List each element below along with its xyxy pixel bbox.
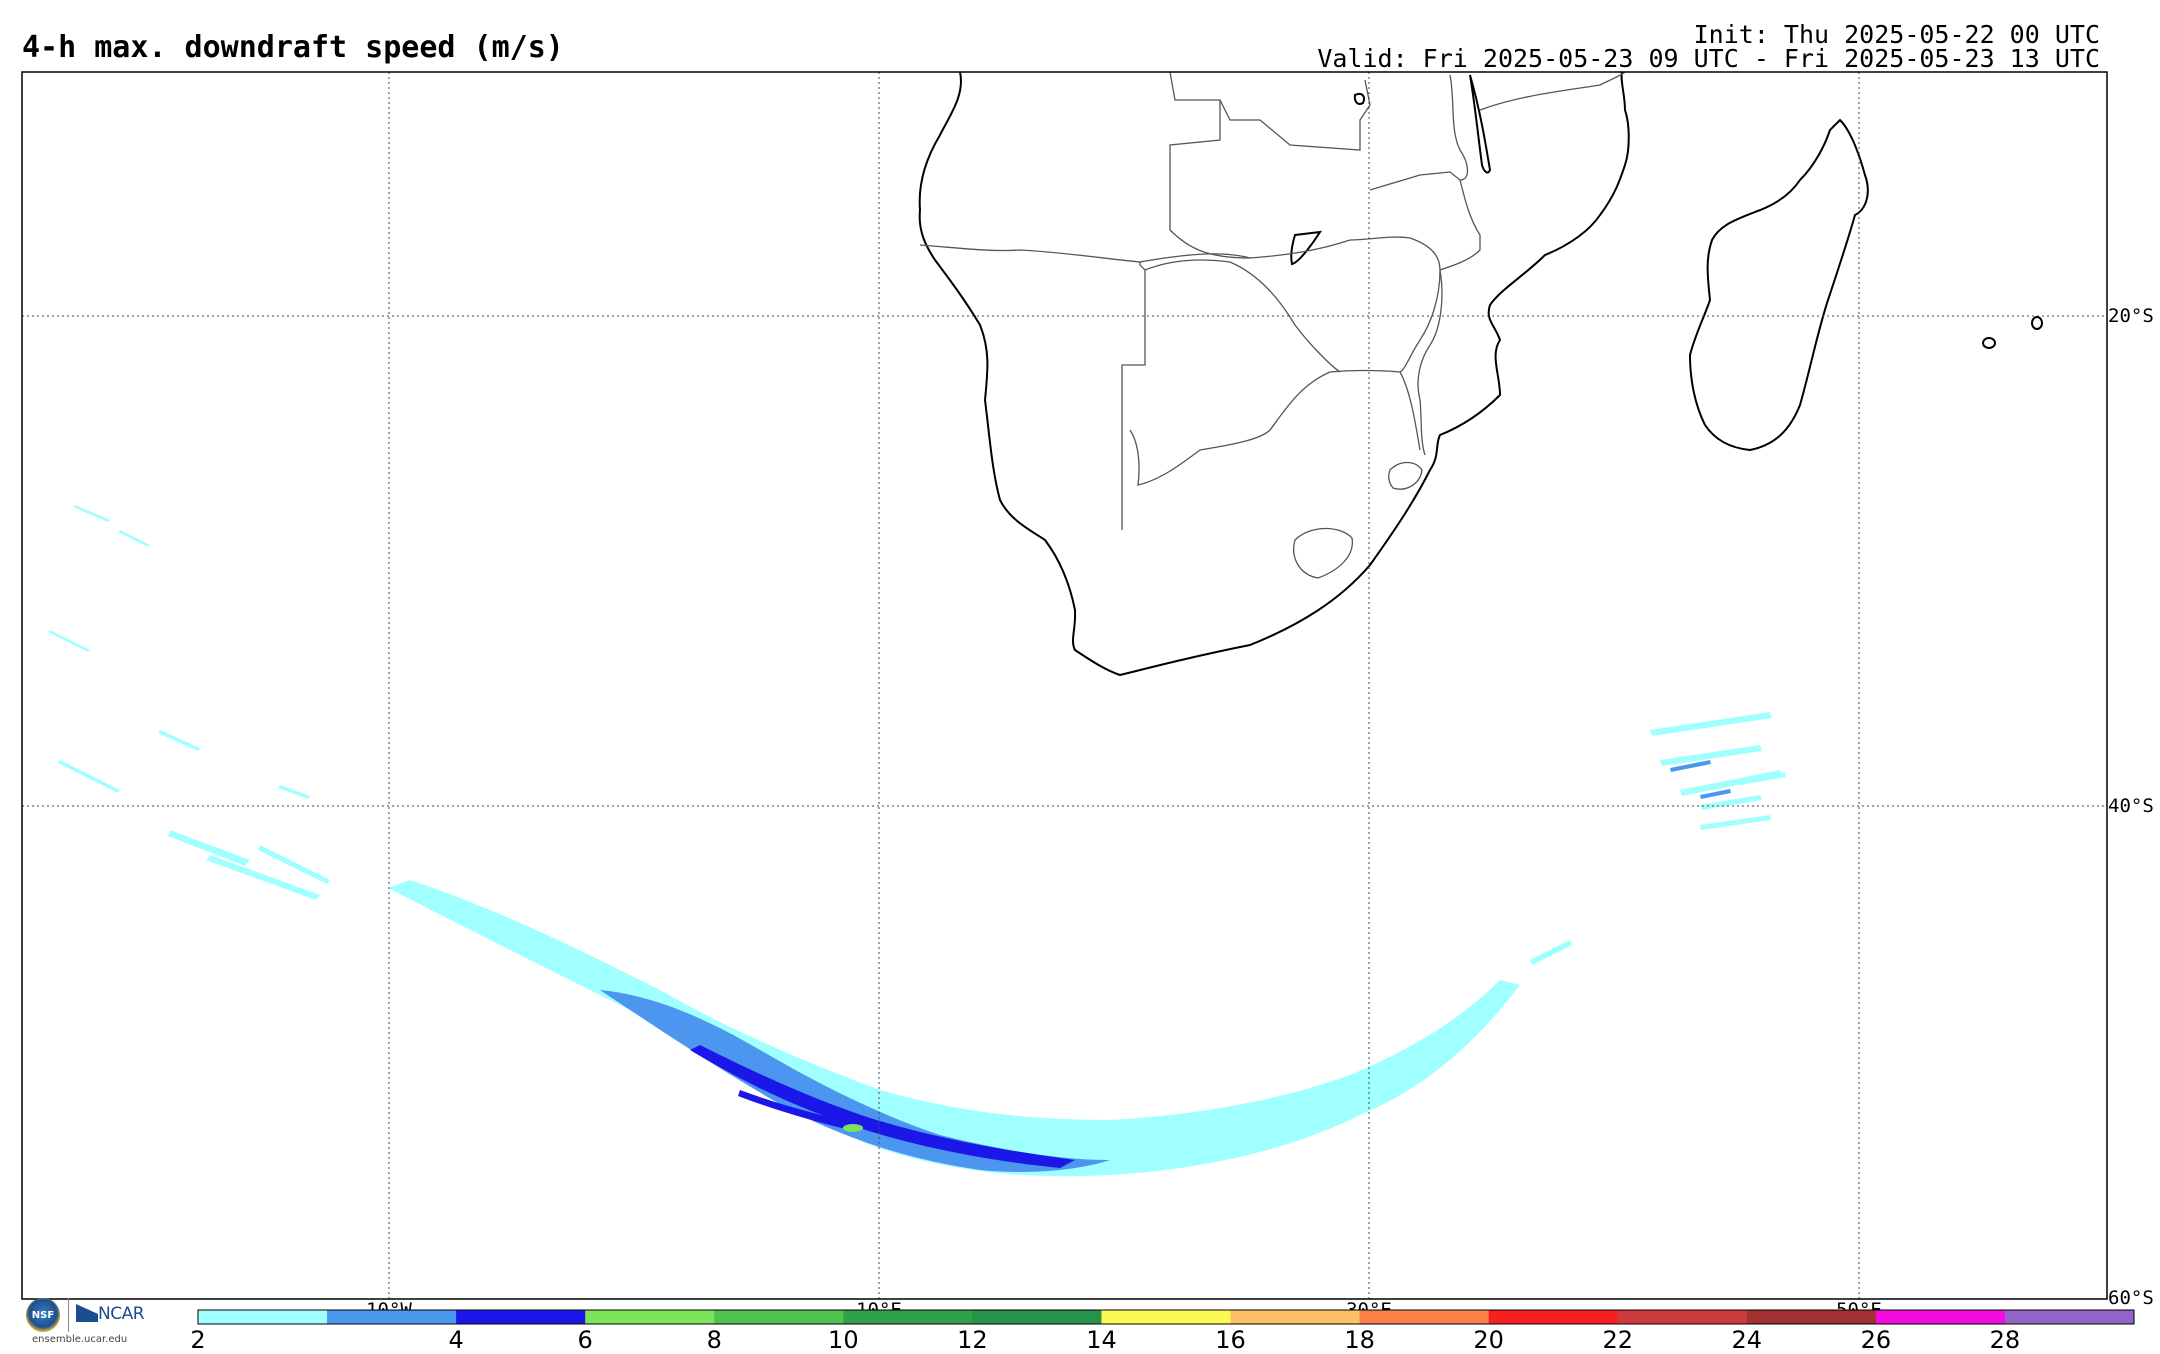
colorbar-tick-label: 22 [1602,1326,1633,1354]
colorbar-tick-label: 20 [1473,1326,1504,1354]
downdraft-band-4-6 [690,1045,1075,1168]
nsf-badge-icon: NSF [26,1298,60,1332]
graticule [22,72,2107,1299]
colorbar: 2 4 6 8 10 12 14 16 18 20 22 24 26 28 [190,1309,2135,1354]
colorbar-bin-3-4 [327,1310,457,1324]
ncar-wordmark: NCAR [98,1304,145,1324]
colorbar-bin-28+ [2004,1310,2135,1324]
colorbar-bin-4-6 [456,1310,586,1324]
label-lat-20s: 20°S [2108,305,2154,327]
country-borders [919,72,1626,579]
colorbar-tick-label: 12 [957,1326,988,1354]
downdraft-streaks-west [48,505,330,900]
border-namibia-botswana [1121,262,1146,530]
colorbar-bin-20-22 [1488,1310,1619,1324]
colorbar-bin-26-28 [1875,1310,2006,1324]
border-zambia [1169,72,1371,151]
downdraft-band-2-3 [388,880,1520,1177]
logo-url: ensemble.ucar.edu [32,1334,128,1345]
logo-divider [68,1298,69,1332]
border-namibia-angola [919,244,1251,263]
lake-kariba [1290,230,1322,266]
colorbar-bin-24-26 [1746,1310,1877,1324]
border-mozambique [1369,171,1481,271]
colorbar-tick-label: 16 [1215,1326,1246,1354]
colorbar-tick-label: 26 [1861,1326,1892,1354]
border-south-africa-north [1129,369,1421,486]
reunion-island [1982,337,1996,349]
downdraft-field [48,505,1786,1177]
downdraft-band-3-4 [600,990,1110,1172]
lesotho-outline [1293,527,1353,579]
madagascar-coastline [1688,118,1869,452]
colorbar-tick-label: 28 [1990,1326,2021,1354]
init-time: Init: Thu 2025-05-22 00 UTC [1693,20,2100,49]
ncar-mark-icon [76,1304,98,1322]
mauritius-island [2031,316,2043,330]
map-frame [21,71,2108,1300]
colorbar-frame [197,1309,2135,1325]
lake-malawi [1469,74,1492,174]
colorbar-bin-16-18 [1230,1310,1361,1324]
colorbar-tick-label: 2 [190,1326,205,1354]
border-zimbabwe [1249,236,1441,373]
valid-time: Valid: Fri 2025-05-23 09 UTC - Fri 2025-… [1317,44,2100,73]
colorbar-tick-label: 10 [828,1326,859,1354]
colorbar-tick-label: 6 [578,1326,593,1354]
colorbar-bin-14-16 [1101,1310,1232,1324]
colorbar-tick-label: 18 [1344,1326,1375,1354]
colorbar-bin-6-8 [585,1310,715,1324]
nsf-ncar-logo: NSF NCAR ensemble.ucar.edu [24,1296,164,1348]
colorbar-bin-8-10 [714,1310,844,1324]
border-malawi [1449,74,1469,181]
colorbar-bin-12-14 [972,1310,1102,1324]
colorbar-tick-label: 4 [448,1326,463,1354]
colorbar-tick-label: 24 [1732,1326,1763,1354]
colorbar-bin-22-24 [1617,1310,1748,1324]
border-tanzania [1479,72,1626,111]
border-zambia-west [1169,100,1251,259]
downdraft-streaks-east-blue [1670,760,1731,799]
label-lat-40s: 40°S [2108,795,2154,817]
downdraft-peak [843,1124,863,1132]
colorbar-bin-18-20 [1359,1310,1490,1324]
map-title: 4-h max. downdraft speed (m/s) [22,30,564,65]
colorbar-bin-2-3 [198,1310,328,1324]
lake-tanganyika [1353,93,1365,105]
colorbar-bin-10-12 [843,1310,973,1324]
downdraft-streaks-east [1530,712,1786,965]
colorbar-tick-label: 8 [707,1326,722,1354]
border-botswana [1144,259,1341,373]
downdraft-streak [738,1090,860,1132]
border-mozambique-south [1417,269,1443,456]
coastlines [918,72,2043,677]
colorbar-tick-label: 14 [1086,1326,1117,1354]
eswatini-outline [1388,461,1423,490]
label-lat-60s: 60°S [2108,1287,2154,1309]
africa-coastline [918,72,1630,677]
